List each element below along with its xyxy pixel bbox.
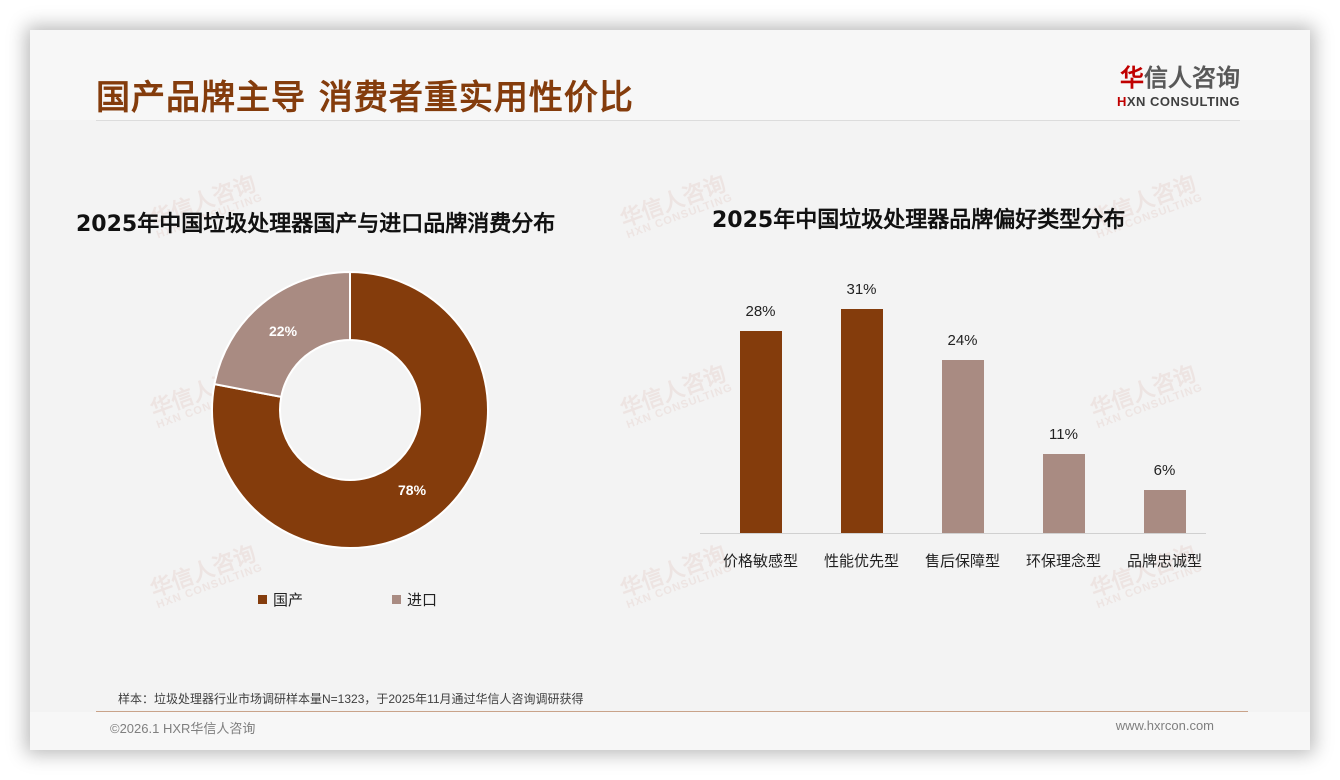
bar-value-label: 11% bbox=[1049, 426, 1078, 443]
donut-slice-1 bbox=[213, 270, 351, 399]
bar-value-label: 24% bbox=[947, 332, 978, 349]
logo-cn-first: 华 bbox=[1120, 64, 1144, 92]
bar-0 bbox=[739, 331, 782, 533]
legend-label-domestic: 国产 bbox=[273, 592, 304, 609]
legend-item-domestic: 国产 bbox=[258, 589, 303, 610]
copyright: ©2026.1 HXR华信人咨询 bbox=[110, 721, 256, 736]
bar-3 bbox=[1042, 454, 1085, 533]
bar-value-label: 28% bbox=[745, 303, 776, 320]
logo-cn: 华信人咨询 bbox=[1117, 64, 1240, 92]
slide: 国产品牌主导 消费者重实用性价比 华信人咨询 HXN CONSULTING 华信… bbox=[30, 30, 1310, 750]
bar-2 bbox=[941, 360, 984, 533]
watermark-cn: 华信人咨询 bbox=[147, 540, 259, 602]
website-link: www.hxrcon.com bbox=[1115, 718, 1214, 733]
donut-chart: 78% 22% bbox=[210, 270, 490, 550]
donut-label-domestic: 78% bbox=[398, 482, 427, 498]
header-band bbox=[30, 30, 1310, 120]
logo-en-first: H bbox=[1116, 94, 1127, 109]
legend-swatch-import bbox=[392, 595, 401, 604]
title-divider bbox=[96, 120, 1240, 121]
legend-swatch-domestic bbox=[258, 595, 267, 604]
footer-divider bbox=[96, 711, 1248, 712]
bar-value-label: 6% bbox=[1153, 462, 1176, 479]
bar-value-label: 31% bbox=[846, 281, 877, 298]
bar-1 bbox=[840, 309, 883, 533]
bar-category-label: 品牌忠诚型 bbox=[1126, 553, 1202, 570]
x-axis-line bbox=[700, 533, 1206, 534]
footer-band bbox=[30, 712, 1310, 750]
bar-category-label: 环保理念型 bbox=[1025, 553, 1101, 570]
legend-item-import: 进口 bbox=[392, 589, 437, 610]
bar-category-label: 价格敏感型 bbox=[722, 553, 798, 570]
bar-category-label: 售后保障型 bbox=[924, 553, 1000, 570]
logo-cn-rest: 信人咨询 bbox=[1144, 64, 1240, 92]
watermark-en: HXN CONSULTING bbox=[154, 561, 265, 612]
donut-slice-0 bbox=[211, 270, 489, 549]
sample-note: 样本：垃圾处理器行业市场调研样本量N=1323，于2025年11月通过华信人咨询… bbox=[118, 692, 584, 706]
bar-chart: 28% 价格敏感型 31% 性能优先型 24% 售后保障型 11% 环保理念型 6% 品牌忠诚型 bbox=[700, 280, 1206, 580]
bar-category-label: 性能优先型 bbox=[823, 553, 899, 570]
logo-en: HXN CONSULTING bbox=[1117, 94, 1240, 109]
bar-chart-title: 2025年中国垃圾处理器品牌偏好类型分布 bbox=[712, 208, 1126, 233]
page-title: 国产品牌主导 消费者重实用性价比 bbox=[96, 78, 634, 118]
company-logo: 华信人咨询 HXN CONSULTING bbox=[1117, 64, 1240, 109]
logo-en-rest: XN CONSULTING bbox=[1126, 94, 1240, 109]
donut-label-import: 22% bbox=[269, 323, 298, 339]
bar-4 bbox=[1143, 490, 1186, 533]
watermark: 华信人咨询 HXN CONSULTING bbox=[147, 540, 265, 612]
legend-label-import: 进口 bbox=[407, 592, 438, 609]
donut-svg bbox=[211, 270, 489, 549]
donut-chart-title: 2025年中国垃圾处理器国产与进口品牌消费分布 bbox=[76, 212, 556, 237]
